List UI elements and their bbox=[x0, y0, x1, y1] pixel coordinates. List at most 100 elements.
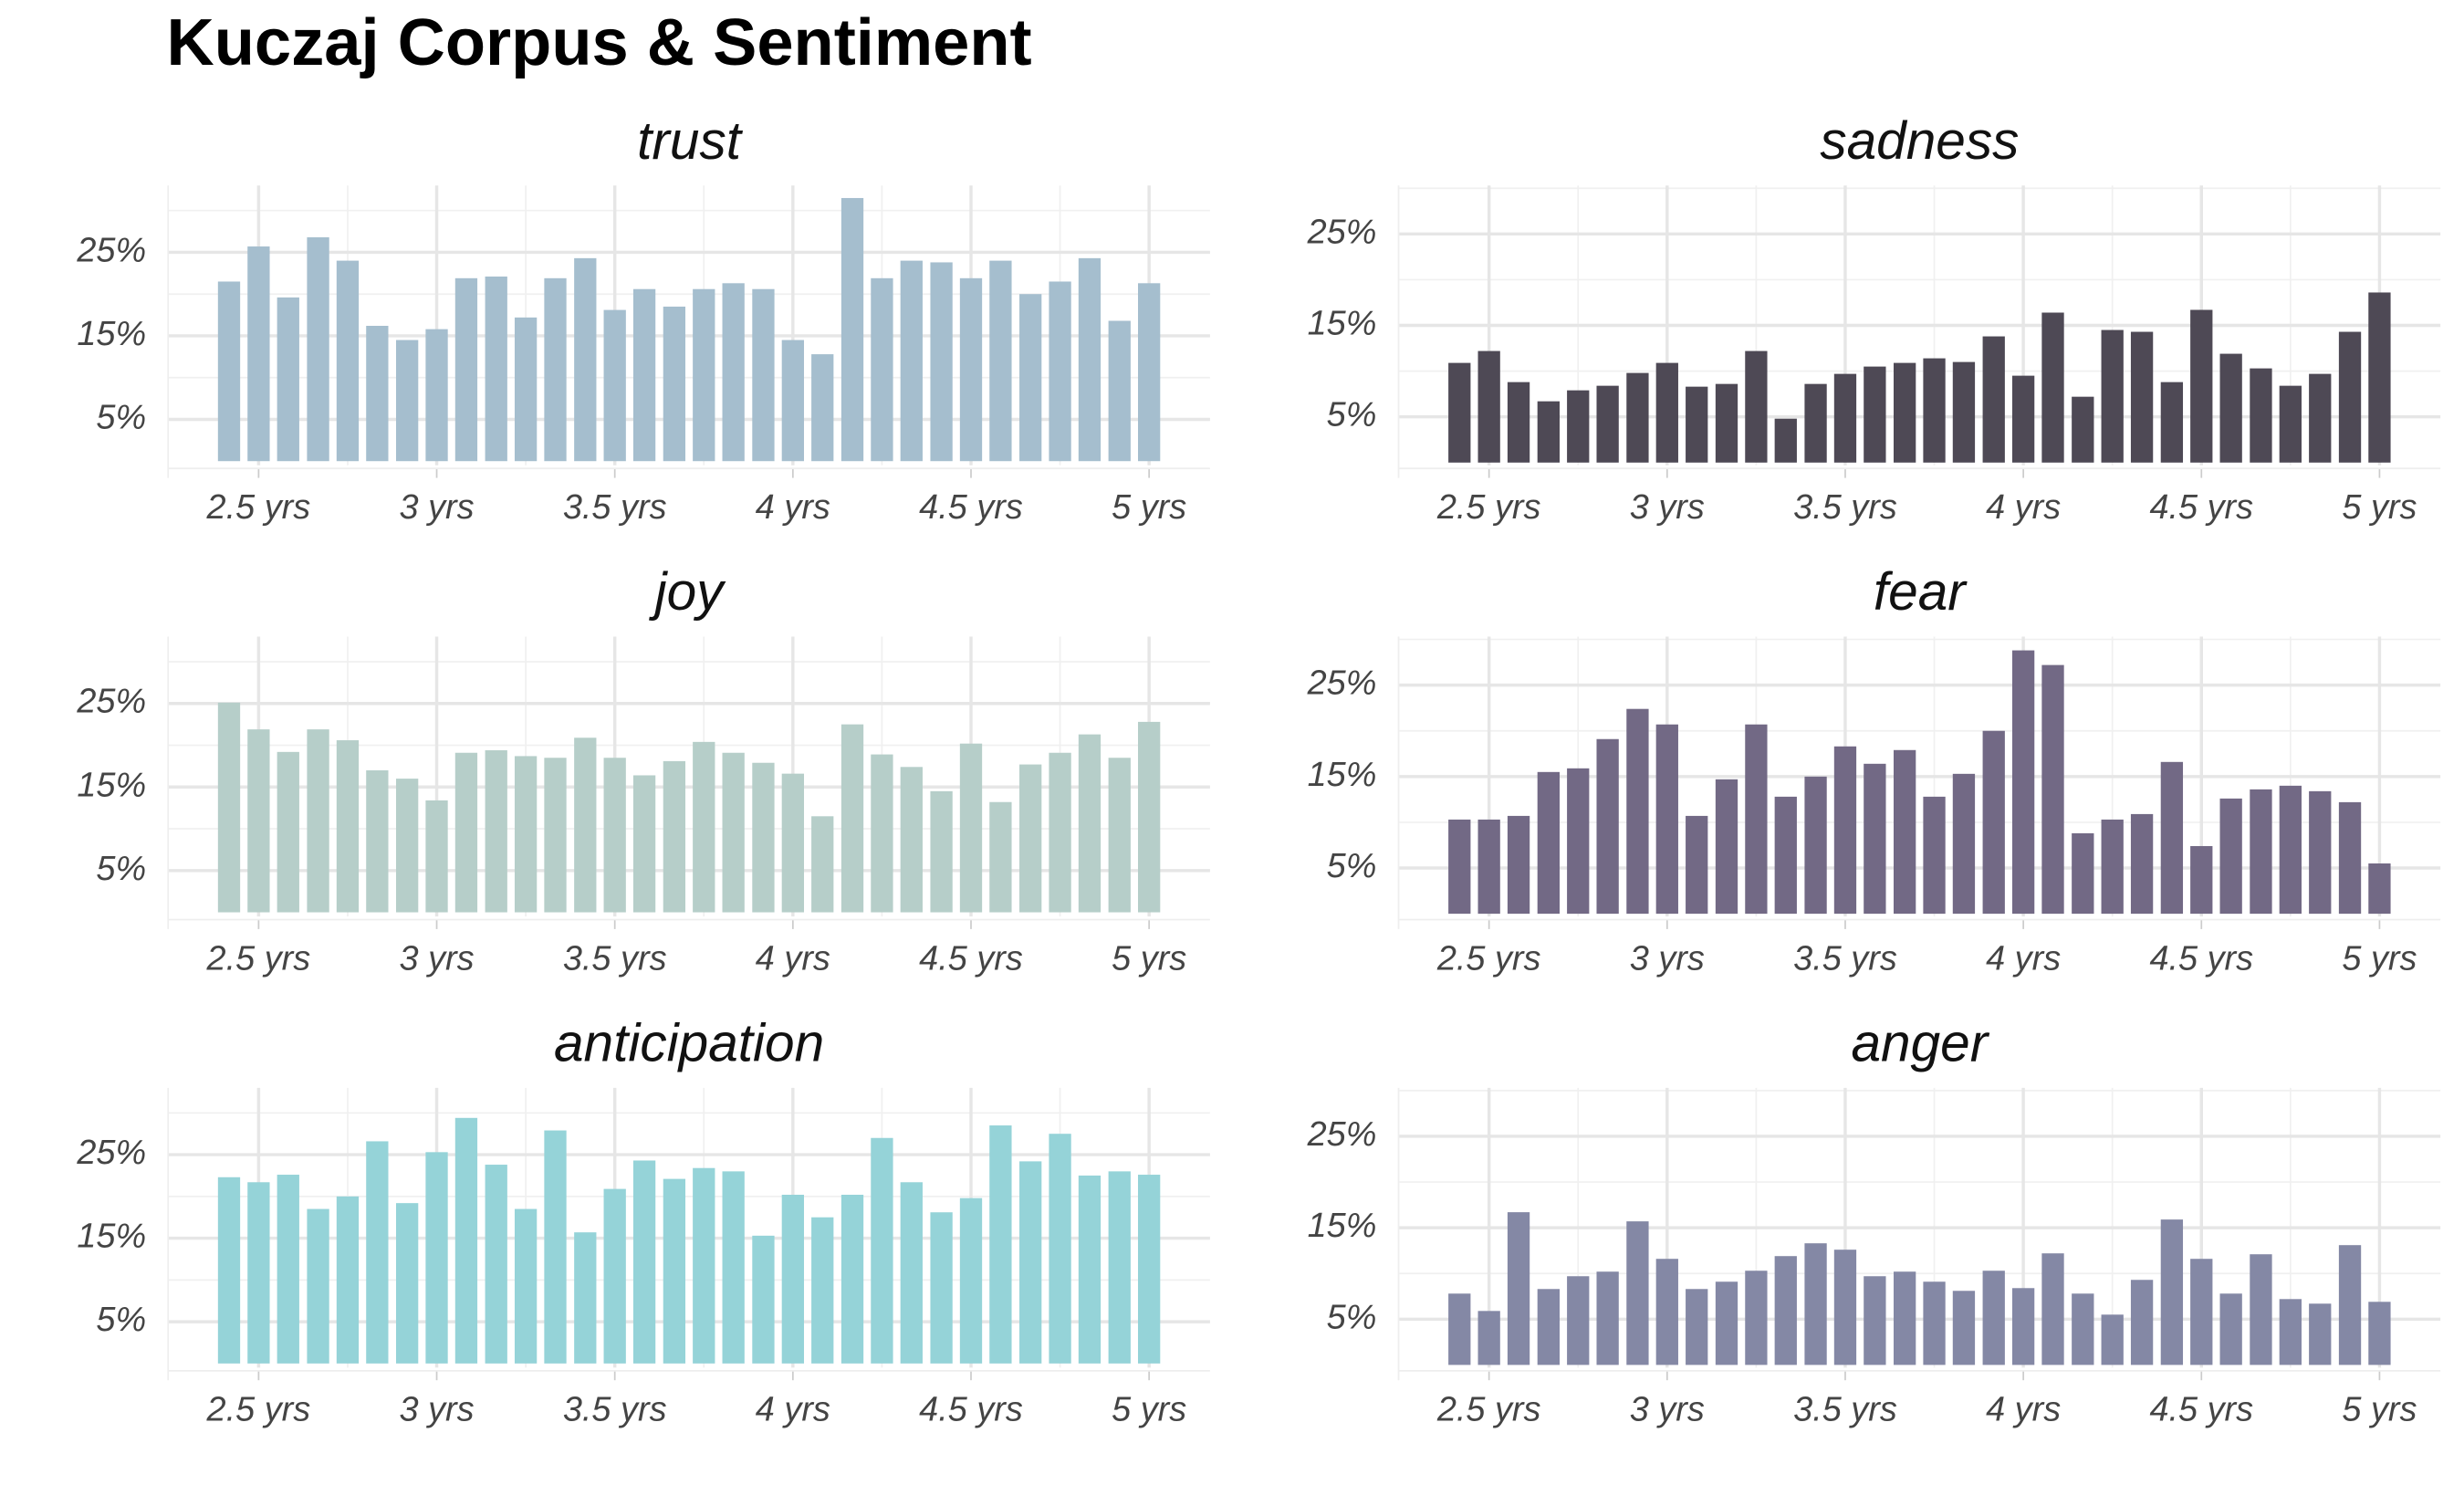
y-tick-label: 5% bbox=[96, 398, 146, 436]
y-tick-label: 25% bbox=[1307, 1115, 1377, 1154]
bar bbox=[663, 760, 686, 913]
bar bbox=[2072, 832, 2094, 915]
x-tick-label: 3.5 yrs bbox=[1793, 1391, 1897, 1429]
bar bbox=[336, 740, 360, 913]
x-tick-label: 4.5 yrs bbox=[2149, 1391, 2253, 1429]
bar bbox=[900, 767, 923, 913]
bar bbox=[366, 325, 389, 462]
bar bbox=[2368, 1302, 2391, 1365]
panel: sadness 5% 15% 25% 2.5 yrs 3 yrs 3.5 yrs 4 yrs 4… bbox=[1307, 111, 2441, 527]
bar bbox=[989, 801, 1012, 913]
bar bbox=[840, 724, 864, 913]
bar bbox=[1108, 1171, 1131, 1364]
bar bbox=[959, 277, 983, 462]
bar bbox=[871, 277, 893, 462]
bar bbox=[2279, 785, 2302, 915]
bar bbox=[454, 1117, 478, 1364]
bar bbox=[781, 340, 804, 462]
bar bbox=[1626, 1221, 1649, 1365]
bar bbox=[1477, 350, 1500, 463]
x-tick-label: 2.5 yrs bbox=[1436, 1391, 1541, 1429]
bar bbox=[1078, 257, 1101, 462]
bar bbox=[1507, 815, 1530, 915]
bar bbox=[781, 1194, 804, 1364]
bar bbox=[217, 702, 241, 913]
bar bbox=[2011, 375, 2035, 463]
bar bbox=[2101, 819, 2124, 915]
bar bbox=[217, 281, 241, 462]
bar bbox=[871, 1137, 893, 1364]
bar bbox=[632, 1160, 656, 1364]
bar bbox=[425, 329, 448, 462]
bar bbox=[2250, 789, 2272, 915]
bar bbox=[2011, 650, 2035, 915]
x-tick-label: 5 yrs bbox=[2342, 939, 2417, 978]
bar bbox=[1477, 1311, 1500, 1365]
bar bbox=[247, 246, 270, 462]
bar bbox=[336, 1196, 360, 1364]
y-tick-label: 15% bbox=[1308, 756, 1377, 794]
bar bbox=[1804, 1243, 1827, 1365]
bar bbox=[2368, 292, 2391, 463]
y-tick-label: 5% bbox=[1327, 847, 1377, 885]
bar bbox=[366, 769, 389, 913]
bar bbox=[1982, 336, 2005, 463]
bar bbox=[1537, 771, 1560, 915]
bar bbox=[752, 762, 775, 913]
y-tick-label: 5% bbox=[1327, 396, 1377, 434]
bar bbox=[1894, 749, 1916, 915]
x-tick-label: 4 yrs bbox=[756, 939, 830, 978]
bar bbox=[2219, 353, 2242, 463]
bar bbox=[395, 779, 419, 913]
bar bbox=[603, 758, 626, 913]
bar bbox=[514, 756, 538, 913]
bar bbox=[2041, 664, 2064, 915]
bar bbox=[574, 1232, 597, 1364]
bar bbox=[722, 1171, 745, 1364]
bar bbox=[2101, 329, 2124, 463]
bar bbox=[1745, 350, 1768, 463]
bar bbox=[1774, 1256, 1797, 1365]
bar bbox=[1686, 815, 1708, 915]
bar bbox=[1982, 730, 2005, 915]
x-tick-label: 4 yrs bbox=[1986, 1391, 2061, 1429]
y-tick-label: 25% bbox=[1307, 664, 1377, 703]
bar bbox=[1108, 320, 1131, 462]
bar bbox=[1138, 1175, 1161, 1364]
bar bbox=[425, 800, 448, 913]
x-tick-label: 4.5 yrs bbox=[2149, 488, 2253, 527]
bar bbox=[900, 260, 923, 462]
bar bbox=[1715, 383, 1738, 463]
bar bbox=[2072, 396, 2094, 463]
x-tick-label: 4 yrs bbox=[756, 1391, 830, 1429]
bar bbox=[307, 236, 329, 462]
bar bbox=[989, 1125, 1012, 1364]
bar bbox=[1567, 390, 1590, 463]
bar bbox=[989, 260, 1012, 462]
bar bbox=[544, 1130, 567, 1364]
x-tick-label: 3 yrs bbox=[1630, 939, 1705, 978]
bar bbox=[1923, 358, 1946, 463]
bar bbox=[2279, 1299, 2302, 1365]
bar bbox=[2130, 1280, 2154, 1365]
y-tick-label: 15% bbox=[1308, 1207, 1377, 1245]
bar bbox=[1833, 373, 1857, 463]
bar bbox=[1049, 1134, 1071, 1364]
bar bbox=[1507, 1212, 1530, 1365]
bar bbox=[1448, 1293, 1471, 1365]
bar bbox=[2279, 385, 2302, 463]
bar bbox=[395, 1203, 419, 1364]
bar bbox=[2338, 331, 2362, 463]
bar bbox=[485, 750, 507, 913]
bar bbox=[1078, 1175, 1101, 1364]
bar bbox=[1774, 418, 1797, 463]
bar bbox=[1596, 385, 1619, 463]
x-tick-label: 4.5 yrs bbox=[919, 488, 1023, 527]
bar bbox=[1952, 773, 1976, 915]
bar bbox=[277, 751, 299, 913]
bar bbox=[1982, 1271, 2005, 1365]
x-tick-label: 2.5 yrs bbox=[1436, 488, 1541, 527]
x-tick-label: 2.5 yrs bbox=[206, 488, 311, 527]
bar bbox=[1567, 768, 1590, 915]
